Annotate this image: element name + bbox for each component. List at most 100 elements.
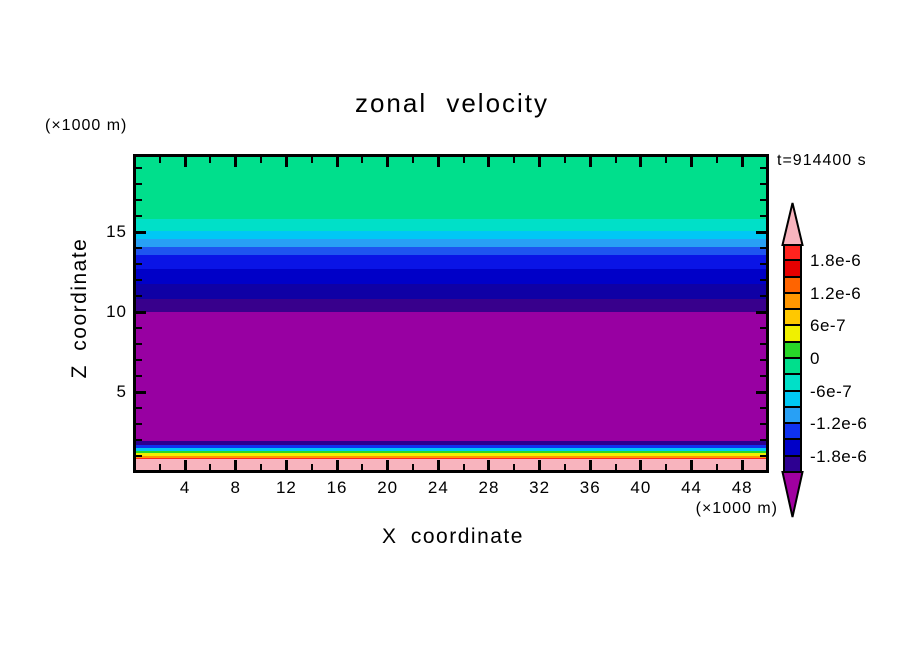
axis-tick xyxy=(136,247,142,249)
axis-tick xyxy=(361,464,364,470)
colorbar-tick-label: 1.2e-6 xyxy=(810,283,862,303)
axis-tick xyxy=(756,390,766,394)
axis-tick xyxy=(760,407,766,409)
axis-tick xyxy=(639,157,643,167)
colorbar-tick-label: -6e-7 xyxy=(810,381,853,401)
contour-band xyxy=(136,445,766,448)
colorbar-under-arrow xyxy=(781,471,804,518)
contour-band xyxy=(136,312,766,441)
axis-tick xyxy=(310,157,313,163)
axis-tick xyxy=(386,460,390,470)
x-tick-label: 20 xyxy=(377,478,399,497)
colorbar-tick-label: -1.8e-6 xyxy=(810,446,868,466)
axis-tick xyxy=(234,460,238,470)
axis-tick xyxy=(756,230,766,234)
x-tick-label: 8 xyxy=(230,478,241,497)
axis-tick xyxy=(136,390,146,394)
y-tick-label: 5 xyxy=(116,382,127,401)
axis-tick xyxy=(158,157,161,163)
axis-tick xyxy=(760,455,766,457)
axis-tick xyxy=(136,359,142,361)
axis-tick xyxy=(715,464,718,470)
axis-tick xyxy=(588,157,592,167)
axis-tick xyxy=(513,464,516,470)
axis-tick xyxy=(136,407,142,409)
contour-band xyxy=(136,455,766,458)
axis-tick xyxy=(760,359,766,361)
contour-band xyxy=(136,298,766,312)
axis-tick xyxy=(136,279,142,281)
axis-tick xyxy=(665,464,668,470)
contour-band xyxy=(136,157,766,219)
axis-tick xyxy=(136,295,142,297)
axis-tick xyxy=(412,464,415,470)
axis-tick xyxy=(136,439,142,441)
axis-tick xyxy=(614,464,617,470)
axis-tick xyxy=(563,157,566,163)
colorbar-tick-label: 6e-7 xyxy=(810,316,847,336)
axis-tick xyxy=(760,375,766,377)
x-tick-label: 36 xyxy=(579,478,601,497)
y-axis-units-label: (×1000 m) xyxy=(45,117,128,134)
axis-tick xyxy=(158,464,161,470)
axis-tick xyxy=(588,460,592,470)
axis-tick xyxy=(136,455,142,457)
axis-tick xyxy=(760,327,766,329)
axis-tick xyxy=(690,460,694,470)
axis-tick xyxy=(462,157,465,163)
axis-tick xyxy=(487,157,491,167)
contour-band xyxy=(136,238,766,247)
axis-tick xyxy=(136,183,142,185)
axis-tick xyxy=(538,157,542,167)
axis-tick xyxy=(209,157,212,163)
axis-tick xyxy=(665,157,668,163)
contour-band xyxy=(136,255,766,269)
colorbar-over-arrow xyxy=(781,202,804,246)
contour-band xyxy=(136,459,766,470)
axis-tick xyxy=(760,215,766,217)
x-axis-title: X coordinate xyxy=(382,525,524,548)
contour-band xyxy=(136,458,766,459)
axis-tick xyxy=(412,157,415,163)
axis-tick xyxy=(513,157,516,163)
axis-tick xyxy=(760,167,766,169)
axis-tick xyxy=(136,167,142,169)
axis-tick xyxy=(335,157,339,167)
time-annotation: t=914400 s xyxy=(777,152,867,169)
axis-tick xyxy=(234,157,238,167)
axis-tick xyxy=(436,157,440,167)
axis-tick xyxy=(462,464,465,470)
axis-tick xyxy=(760,439,766,441)
axis-tick xyxy=(760,423,766,425)
axis-tick xyxy=(756,310,766,314)
contour-band xyxy=(136,441,766,445)
axis-tick xyxy=(136,215,142,217)
axis-tick xyxy=(136,423,142,425)
axis-tick xyxy=(760,183,766,185)
x-tick-label: 32 xyxy=(529,478,551,497)
axis-tick xyxy=(614,157,617,163)
x-axis-units-label: (×1000 m) xyxy=(695,500,778,517)
colorbar-tick-label: -1.2e-6 xyxy=(810,414,868,434)
plot-area xyxy=(133,154,769,473)
colorbar-tick-label: 0 xyxy=(810,349,820,368)
axis-tick xyxy=(760,263,766,265)
x-tick-label: 12 xyxy=(275,478,297,497)
axis-tick xyxy=(260,157,263,163)
x-tick-label: 48 xyxy=(731,478,753,497)
axis-tick xyxy=(310,464,313,470)
axis-tick xyxy=(260,464,263,470)
x-tick-label: 24 xyxy=(427,478,449,497)
axis-tick xyxy=(136,343,142,345)
x-tick-label: 4 xyxy=(179,478,191,497)
axis-tick xyxy=(136,327,142,329)
axis-tick xyxy=(335,460,339,470)
x-tick-label: 40 xyxy=(630,478,652,497)
axis-tick xyxy=(563,464,566,470)
contour-band xyxy=(136,283,766,299)
axis-tick xyxy=(386,157,390,167)
colorbar xyxy=(783,243,802,473)
axis-tick xyxy=(487,460,491,470)
axis-tick xyxy=(690,157,694,167)
axis-tick xyxy=(136,310,146,314)
